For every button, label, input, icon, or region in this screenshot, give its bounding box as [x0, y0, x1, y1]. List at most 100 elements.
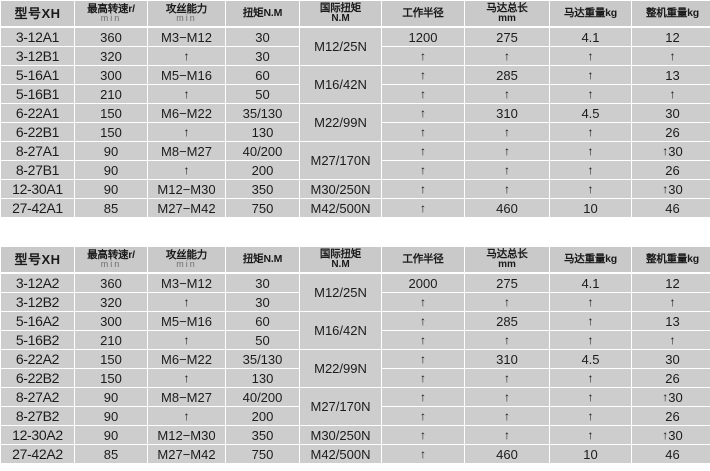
cell-speed: 320 [75, 47, 147, 65]
column-header-line2: min [100, 259, 122, 270]
cell-model: 27-42A2 [1, 445, 74, 463]
column-header-model: 型号XH [1, 247, 74, 273]
cell-total_w: 30 [632, 104, 710, 122]
cell-speed: 300 [75, 312, 147, 330]
cell-tapping: M27−M42 [148, 199, 225, 217]
cell-torque: 40/200 [226, 388, 299, 406]
cell-torque: 30 [226, 47, 299, 65]
cell-total_w: 12 [632, 274, 710, 292]
cell-motor_len: ↑ [465, 407, 549, 425]
cell-radius: 1200 [382, 28, 464, 46]
cell-motor_w: 10 [550, 199, 631, 217]
cell-tapping: ↑ [148, 407, 225, 425]
table-row: 8-27B1 90 ↑ 200 ↑ ↑ ↑ 26 [1, 161, 710, 179]
cell-tapping: M6−M22 [148, 350, 225, 368]
ditto-arrow-icon: ↑ [504, 408, 510, 423]
cell-total_w: 13 [632, 312, 710, 330]
cell-motor_w: ↑ [550, 123, 631, 141]
ditto-arrow-icon: ↑ [420, 181, 426, 196]
ditto-arrow-icon: ↑ [504, 294, 510, 309]
cell-speed: 150 [75, 104, 147, 122]
cell-total_w: 26 [632, 161, 710, 179]
cell-model: 6-22B1 [1, 123, 74, 141]
cell-radius: ↑ [382, 350, 464, 368]
column-header-speed: 最高转速r/min [75, 247, 147, 273]
column-header-line1: 型号XH [14, 5, 61, 21]
table-row: 3-12A1 360 M3−M12 30 M12/25N 1200 275 4.1 12 [1, 28, 710, 65]
cell-motor_len: 310 [465, 104, 549, 122]
cell-model: 5-16B1 [1, 85, 74, 103]
cell-total_w: ↑ [632, 47, 710, 65]
cell-motor_len: ↑ [465, 426, 549, 444]
cell-tapping: ↑ [148, 123, 225, 141]
cell-radius: ↑ [382, 426, 464, 444]
cell-torque: 750 [226, 199, 299, 217]
cell-total_w: 26 [632, 407, 710, 425]
cell-motor_len: 275 [465, 274, 549, 292]
cell-intl-torque: M27/170N [300, 388, 381, 425]
table-row: 5-16A2 300 M5−M16 60 M16/42N ↑ 285 ↑ 13 [1, 312, 710, 349]
ditto-arrow-icon: ↑ [587, 124, 594, 139]
ditto-arrow-icon: ↑ [587, 48, 594, 63]
cell-tapping: M6−M22 [148, 104, 225, 122]
ditto-arrow-icon: ↑ [587, 181, 594, 196]
cell-motor_len: ↑ [465, 85, 549, 103]
column-header-line1: 整机重量kg [645, 7, 700, 20]
cell-motor_w: 4.1 [550, 274, 631, 292]
cell-motor_w: ↑ [550, 407, 631, 425]
cell-tapping: M3−M12 [148, 28, 225, 46]
table-row: 12-30A1 90 M12−M30 350 M30/250N ↑ ↑ ↑ ↑30 [1, 180, 710, 198]
cell-radius: ↑ [382, 180, 464, 198]
cell-speed: 210 [75, 331, 147, 349]
cell-total_w: 26 [632, 369, 710, 387]
cell-model: 3-12A2 [1, 274, 74, 292]
cell-radius: ↑ [382, 369, 464, 387]
cell-torque: 200 [226, 161, 299, 179]
cell-tapping: ↑ [148, 47, 225, 65]
cell-torque: 350 [226, 180, 299, 198]
cell-motor_w: 4.5 [550, 104, 631, 122]
table-row: 6-22A2 150 M6−M22 35/130 M22/99N ↑ 310 4.5 30 [1, 350, 710, 387]
column-header-line2: min [176, 259, 197, 270]
cell-torque: 60 [226, 66, 299, 84]
cell-speed: 90 [75, 180, 147, 198]
cell-torque: 30 [226, 293, 299, 311]
cell-model: 27-42A1 [1, 199, 74, 217]
cell-radius: ↑ [382, 199, 464, 217]
cell-speed: 360 [75, 274, 147, 292]
ditto-arrow-icon: ↑ [504, 332, 510, 347]
cell-speed: 150 [75, 123, 147, 141]
cell-motor_len: ↑ [465, 369, 549, 387]
table-row: 27-42A1 85 M27−M42 750 M42/500N ↑ 460 10 46 [1, 199, 710, 217]
ditto-arrow-icon: ↑ [420, 48, 426, 63]
cell-radius: ↑ [382, 445, 464, 463]
ditto-arrow-icon: ↑ [183, 332, 190, 347]
cell-motor_w: ↑ [550, 47, 631, 65]
cell-model: 6-22B2 [1, 369, 74, 387]
table-row: 6-22B2 150 ↑ 130 ↑ ↑ ↑ 26 [1, 369, 710, 387]
table-row: 5-16A1 300 M5−M16 60 M16/42N ↑ 285 ↑ 13 [1, 66, 710, 103]
column-header-line1: 攻丝能力 [165, 248, 208, 261]
cell-intl-torque: M42/500N [300, 445, 381, 463]
cell-speed: 85 [75, 199, 147, 217]
cell-model: 3-12B2 [1, 293, 74, 311]
ditto-arrow-icon: ↑ [420, 67, 426, 82]
ditto-arrow-icon: ↑ [183, 124, 190, 139]
column-header-intl: 国际扭矩 N.M [300, 247, 381, 273]
column-header-motor_len: 马达总长 mm [465, 247, 549, 273]
cell-tapping: ↑ [148, 331, 225, 349]
cell-model: 5-16A1 [1, 66, 74, 84]
column-header-line1: 最高转速r/ [87, 2, 135, 15]
cell-tapping: M27−M42 [148, 445, 225, 463]
cell-motor_w: 10 [550, 445, 631, 463]
column-header-line1: 攻丝能力 [165, 2, 208, 15]
column-header-torque: 扭矩N.M [226, 247, 299, 273]
table-row: 3-12B2 320 ↑ 30 ↑ ↑ ↑ ↑ [1, 293, 710, 311]
ditto-arrow-icon: ↑ [504, 370, 510, 385]
ditto-arrow-icon: ↑ [183, 86, 190, 101]
cell-tapping: M5−M16 [148, 312, 225, 330]
cell-speed: 90 [75, 407, 147, 425]
ditto-arrow-icon: ↑ [504, 181, 510, 196]
column-header-line1: 型号XH [14, 251, 61, 267]
